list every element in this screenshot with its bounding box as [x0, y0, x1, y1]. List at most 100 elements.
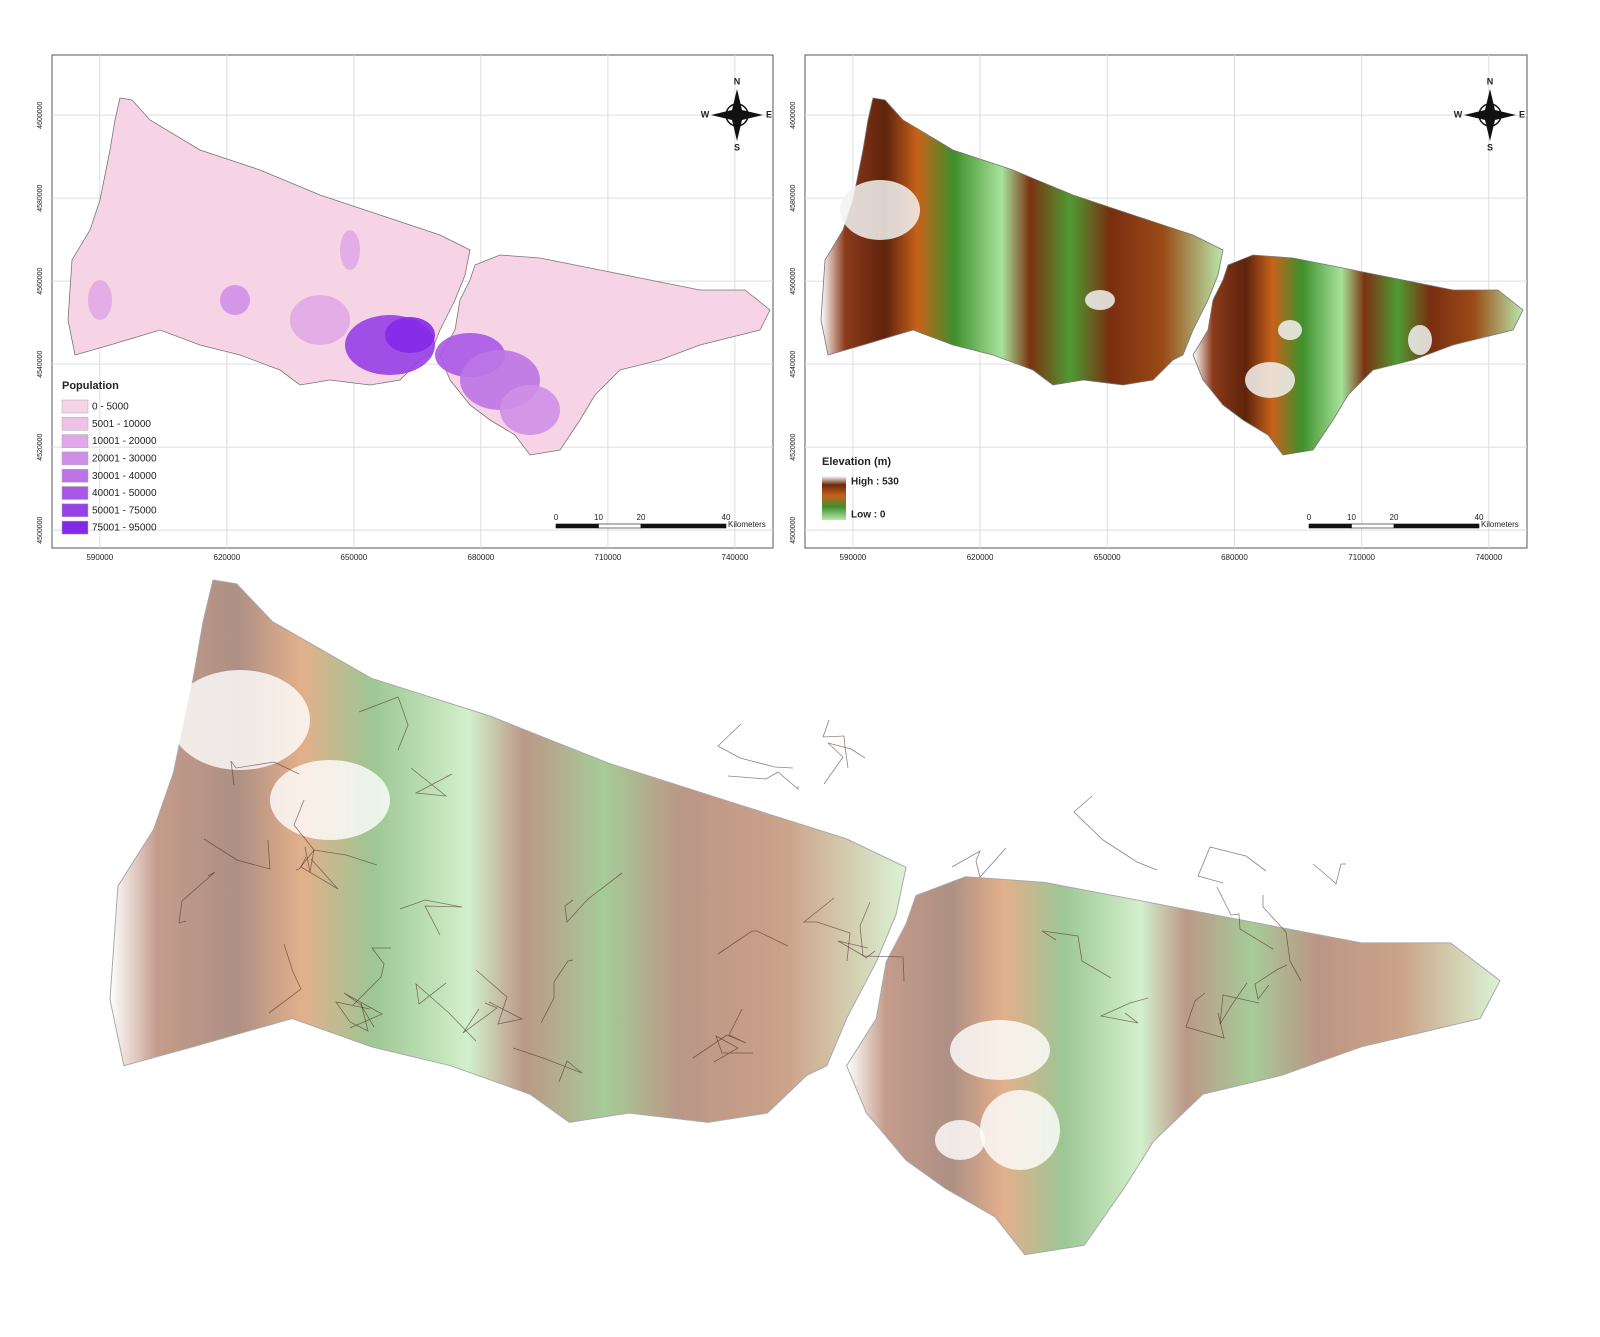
scale-segment: [1351, 523, 1395, 529]
boundary-line: [1216, 886, 1274, 950]
scale-label: 40: [722, 513, 731, 522]
combined-map: [109, 579, 1501, 1256]
snow-peak: [170, 670, 310, 770]
x-tick-label: 650000: [341, 553, 368, 562]
boundary-line: [822, 719, 849, 769]
x-tick-label: 740000: [722, 553, 749, 562]
boundary-line: [343, 992, 383, 1029]
boundary-line: [352, 947, 391, 1006]
scale-label: 0: [554, 513, 559, 522]
scale-unit: Kilometers: [728, 520, 766, 529]
y-tick-label: 4580000: [790, 184, 797, 211]
compass-e: E: [1519, 109, 1525, 119]
x-tick-label: 740000: [1475, 553, 1502, 562]
boundary-line: [1197, 846, 1267, 884]
y-tick-label: 4600000: [37, 101, 44, 128]
scale-label: 40: [1475, 513, 1484, 522]
legend-label: 30001 - 40000: [92, 471, 157, 482]
boundary-line: [300, 856, 339, 890]
snow-peak: [950, 1020, 1050, 1080]
snow-peak: [980, 1090, 1060, 1170]
x-tick-label: 620000: [214, 553, 241, 562]
compass-e: E: [766, 109, 772, 119]
compass-rose: [1464, 89, 1516, 141]
boundary-line: [268, 943, 302, 1014]
y-tick-label: 4580000: [37, 184, 44, 211]
y-tick-label: 4500000: [790, 516, 797, 543]
boundary-line: [415, 982, 477, 1042]
scale-label: 0: [1307, 513, 1312, 522]
boundary-line: [358, 696, 409, 751]
legend-title: Elevation (m): [822, 456, 891, 468]
x-tick-label: 710000: [1348, 553, 1375, 562]
landmass: [846, 876, 1501, 1256]
legend-ramp: [822, 476, 846, 520]
boundary-line: [1185, 992, 1225, 1039]
boundary-line: [1312, 863, 1346, 885]
district-fill: [385, 317, 435, 353]
landmass: [820, 97, 1224, 386]
boundary-line: [178, 871, 216, 924]
compass-w: W: [1454, 109, 1463, 119]
x-tick-label: 680000: [468, 553, 495, 562]
boundary-line: [823, 742, 866, 785]
legend-label: 40001 - 50000: [92, 488, 157, 499]
scale-segment: [1393, 523, 1480, 529]
compass-n: N: [734, 76, 741, 86]
x-tick-label: 620000: [967, 553, 994, 562]
legend-swatch: [61, 434, 89, 448]
boundary-line: [717, 930, 789, 955]
boundary-line: [713, 1035, 753, 1063]
compass-n: N: [1487, 76, 1494, 86]
y-tick-label: 4500000: [37, 516, 44, 543]
district-fill: [500, 385, 560, 435]
scale-label: 20: [1390, 513, 1399, 522]
legend-label: 10001 - 20000: [92, 436, 157, 447]
boundary-line: [512, 1047, 583, 1083]
boundary-line: [1073, 795, 1158, 871]
district-fill: [290, 295, 350, 345]
legend-title: Population: [62, 380, 119, 392]
legend-label: 5001 - 10000: [92, 419, 151, 430]
legend-label: 20001 - 30000: [92, 454, 157, 465]
boundary-line: [727, 771, 799, 790]
legend-label: 0 - 5000: [92, 402, 129, 413]
legend-swatch: [61, 503, 89, 518]
snow-peak: [840, 180, 920, 240]
y-tick-label: 4540000: [37, 350, 44, 377]
boundary-line: [859, 901, 905, 982]
compass-s: S: [734, 142, 740, 152]
snow-peak: [1085, 290, 1115, 310]
boundary-line: [1099, 997, 1149, 1024]
boundary-line: [717, 723, 794, 769]
boundary-line: [295, 849, 378, 871]
boundary-line: [230, 760, 300, 786]
district-fill: [220, 285, 250, 315]
boundary-line: [475, 969, 524, 1025]
boundary-line: [1262, 895, 1302, 982]
legend-swatch: [61, 486, 89, 500]
compass-s: S: [1487, 142, 1493, 152]
boundary-line: [1041, 930, 1112, 979]
snow-peak: [270, 760, 390, 840]
boundary-line: [203, 838, 271, 870]
scale-segment: [640, 523, 727, 529]
district-fill: [340, 230, 360, 270]
snow-peak: [935, 1120, 985, 1160]
legend-swatch: [61, 399, 89, 414]
y-tick-label: 4560000: [790, 267, 797, 294]
boundary-line: [1254, 964, 1288, 1000]
boundary-line: [951, 847, 1007, 878]
compass-rose: [711, 89, 763, 141]
elevation-map: 590000 620000 650000 680000 710000 740000 4500…: [790, 54, 1528, 562]
boundary-line: [1219, 982, 1260, 1025]
x-tick-label: 680000: [1221, 553, 1248, 562]
legend-swatch: [61, 468, 89, 483]
boundary-line: [399, 899, 463, 936]
scale-segment: [555, 523, 599, 529]
boundary-line: [802, 897, 851, 962]
legend-swatch: [61, 417, 89, 431]
x-tick-label: 590000: [86, 553, 113, 562]
scale-unit: Kilometers: [1481, 520, 1519, 529]
